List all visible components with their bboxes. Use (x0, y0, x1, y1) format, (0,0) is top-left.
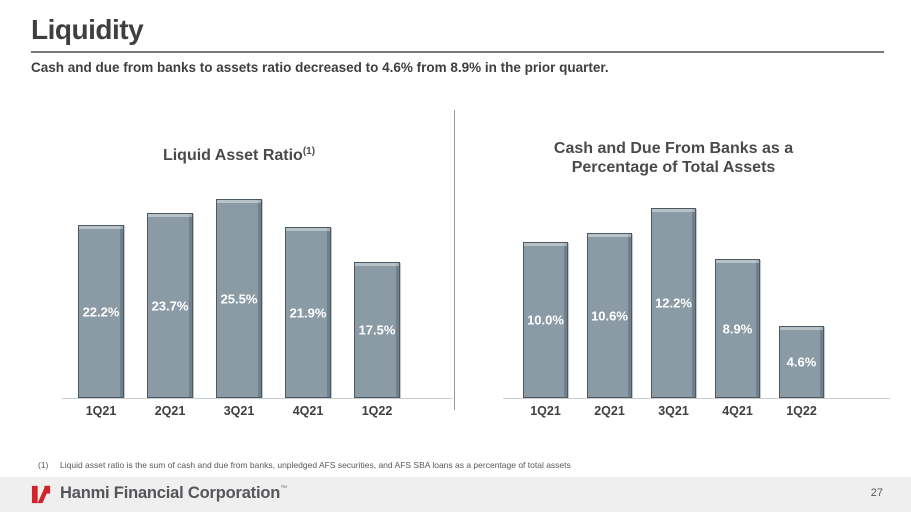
page-number: 27 (870, 487, 883, 499)
charts-divider (454, 110, 455, 410)
bar-4q21: 8.9% (715, 259, 760, 398)
left-chart-title-footnote-ref: (1) (302, 146, 316, 157)
bar-value-label: 17.5% (358, 322, 396, 338)
bar-value-label: 25.5% (220, 291, 258, 306)
bar-1q21: 22.2% (78, 225, 124, 398)
bar-value-label: 23.7% (151, 298, 189, 313)
x-axis-label-4q21: 4Q21 (292, 404, 324, 418)
liquid-asset-ratio-chart: 22.2% 23.7% 25.5% 21.9% 17.5% (66, 180, 412, 398)
bar-2q21: 23.7% (147, 213, 193, 398)
bar-1q22: 17.5% (354, 262, 400, 398)
company-name: Hanmi Financial Corporation™ (60, 484, 287, 503)
bar-3q21: 25.5% (216, 199, 262, 398)
left-chart-title: Liquid Asset Ratio(1) (66, 142, 412, 165)
x-axis-label-1q21: 1Q21 (85, 404, 117, 418)
x-axis-label-1q22: 1Q22 (361, 404, 393, 418)
right-chart-title: Cash and Due From Banks as a Percentage … (505, 139, 842, 177)
bar-value-label: 21.9% (289, 305, 327, 320)
x-axis-label-3q21: 3Q21 (658, 404, 689, 418)
left-chart-title-text: Liquid Asset Ratio (162, 147, 303, 164)
bar-3q21: 12.2% (651, 208, 696, 398)
x-axis-label-1q22: 1Q22 (786, 404, 817, 418)
trademark-symbol: ™ (280, 485, 287, 492)
header-rule (31, 51, 884, 53)
page-title: Liquidity (31, 14, 144, 45)
x-axis-label-4q21: 4Q21 (722, 404, 753, 418)
footnote-marker: (1) (38, 460, 49, 470)
right-chart-title-line1: Cash and Due From Banks as a (553, 140, 794, 157)
left-chart-x-axis (62, 398, 453, 399)
bar-2q21: 10.6% (587, 233, 632, 398)
x-axis-label-1q21: 1Q21 (530, 404, 561, 418)
cash-due-from-banks-chart: 10.0% 10.6% 12.2% 8.9% 4.6% (505, 180, 842, 398)
right-chart-x-labels: 1Q21 2Q21 3Q21 4Q21 1Q22 (505, 404, 842, 418)
bar-1q21: 10.0% (523, 242, 568, 398)
hanmi-logo-icon (31, 485, 51, 504)
bar-value-label: 22.2% (82, 304, 120, 319)
bar-value-label: 10.6% (591, 308, 628, 323)
company-name-text: Hanmi Financial Corporation (60, 484, 281, 502)
x-axis-label-2q21: 2Q21 (594, 404, 625, 418)
bar-4q21: 21.9% (285, 227, 331, 398)
right-chart-title-line2: Percentage of Total Assets (571, 159, 776, 176)
left-chart-x-labels: 1Q21 2Q21 3Q21 4Q21 1Q22 (66, 404, 412, 418)
footer-bar: Hanmi Financial Corporation™ 27 (0, 477, 911, 512)
x-axis-label-2q21: 2Q21 (154, 404, 186, 418)
bar-1q22: 4.6% (779, 326, 824, 398)
bar-value-label: 12.2% (655, 295, 692, 311)
bar-value-label: 4.6% (786, 354, 817, 370)
bar-value-label: 8.9% (722, 321, 753, 336)
footnote-text: Liquid asset ratio is the sum of cash an… (60, 460, 571, 470)
x-axis-label-3q21: 3Q21 (223, 404, 255, 418)
bar-value-label: 10.0% (527, 312, 564, 328)
footnote: (1) Liquid asset ratio is the sum of cas… (38, 460, 858, 470)
right-chart-x-axis (503, 398, 890, 399)
slide-subtitle: Cash and due from banks to assets ratio … (31, 60, 609, 75)
